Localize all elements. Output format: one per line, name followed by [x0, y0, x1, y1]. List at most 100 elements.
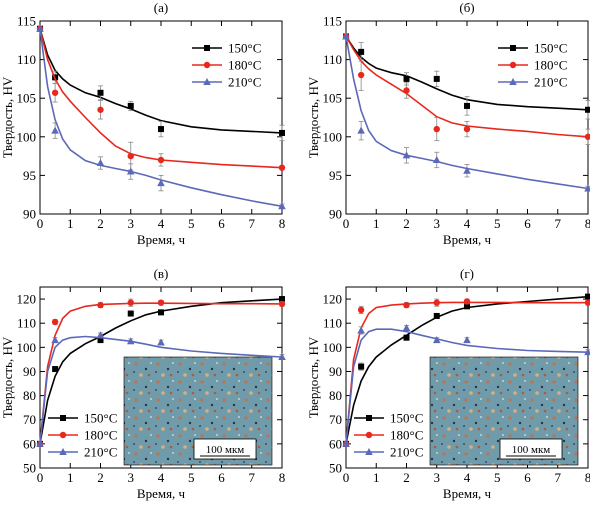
data-point — [96, 331, 105, 339]
y-tick-label: 90 — [329, 207, 342, 222]
x-tick-label: 4 — [464, 470, 471, 485]
y-tick-label: 70 — [329, 412, 342, 427]
y-tick-label: 110 — [17, 52, 36, 67]
x-tick-label: 0 — [37, 216, 44, 231]
data-point — [403, 87, 410, 94]
legend-label: 150°C — [390, 411, 423, 426]
data-point — [127, 299, 134, 306]
y-tick-label: 110 — [323, 316, 342, 331]
x-axis-label: Время, ч — [137, 486, 186, 501]
data-point — [403, 75, 410, 82]
x-tick-label: 2 — [97, 470, 104, 485]
x-tick-label: 6 — [218, 470, 225, 485]
legend-entry: 150°C — [192, 41, 261, 56]
x-tick-label: 8 — [279, 470, 286, 485]
data-point — [510, 45, 516, 51]
y-tick-label: 100 — [17, 340, 37, 355]
data-point — [126, 167, 135, 175]
data-point — [51, 126, 59, 134]
chart-panel-2: 0 1 2 3 4 5 6 7 8 90 95 100 105 110 115 (б) Время, ч Твер… — [306, 0, 590, 247]
series-fit-line — [345, 36, 589, 190]
y-tick-label: 100 — [323, 340, 343, 355]
data-point — [36, 439, 44, 447]
data-point — [97, 89, 104, 96]
data-point — [463, 125, 471, 133]
x-tick-label: 0 — [343, 470, 350, 485]
chart-panel-3: 0 1 2 3 4 5 6 7 8 50 60 70 80 90 100 110 120 (в) Время, ч Т… — [0, 266, 286, 501]
data-point — [157, 299, 165, 306]
y-tick-label: 105 — [323, 91, 343, 106]
data-point — [584, 348, 590, 356]
data-point — [432, 155, 441, 163]
data-point — [365, 431, 373, 439]
data-point — [509, 61, 517, 69]
x-tick-label: 6 — [524, 470, 531, 485]
y-tick-label: 70 — [23, 412, 36, 427]
panel-label: (г) — [460, 266, 474, 281]
data-point — [36, 24, 44, 32]
x-tick-label: 1 — [373, 470, 380, 485]
series-fit-line — [39, 28, 283, 208]
data-point — [463, 166, 471, 174]
data-point — [433, 299, 440, 306]
data-point — [509, 78, 517, 85]
series-fit-line — [345, 301, 588, 444]
data-point — [585, 106, 590, 113]
data-point — [584, 184, 590, 192]
data-point — [365, 448, 373, 455]
data-point — [464, 102, 470, 109]
data-point — [358, 48, 365, 55]
series-fit-line — [39, 28, 283, 169]
series-fit-line — [39, 335, 283, 444]
data-point — [584, 299, 590, 306]
x-tick-label: 5 — [494, 470, 501, 485]
data-point — [366, 415, 372, 421]
scale-bar-label: 100 мкм — [512, 444, 551, 456]
data-point — [342, 439, 350, 447]
x-tick-label: 7 — [555, 216, 562, 231]
series-fit-line — [345, 35, 589, 111]
data-point — [127, 102, 134, 109]
legend-label: 210°C — [84, 445, 117, 460]
data-point — [433, 312, 440, 319]
y-tick-label: 110 — [17, 316, 36, 331]
legend-entry: 150°C — [48, 411, 117, 426]
series-fit-line — [345, 328, 589, 444]
data-point — [358, 363, 365, 370]
y-tick-label: 60 — [329, 436, 342, 451]
x-tick-label: 7 — [249, 470, 256, 485]
legend-entry: 180°C — [354, 428, 423, 443]
panel-label: (а) — [154, 0, 168, 15]
legend-label: 210°C — [390, 445, 423, 460]
x-tick-label: 5 — [188, 216, 195, 231]
data-point — [464, 303, 470, 310]
data-point — [357, 306, 365, 314]
x-tick-label: 4 — [158, 470, 165, 485]
y-tick-label: 50 — [23, 461, 36, 476]
data-point — [127, 152, 134, 160]
x-axis-label: Время, ч — [137, 232, 186, 247]
data-point — [357, 326, 365, 334]
legend-label: 150°C — [84, 411, 117, 426]
data-point — [157, 179, 165, 187]
x-tick-label: 6 — [524, 216, 531, 231]
data-point — [433, 75, 440, 82]
y-tick-label: 110 — [323, 52, 342, 67]
data-point — [60, 415, 66, 421]
data-point — [278, 164, 286, 171]
x-tick-label: 7 — [555, 470, 562, 485]
chart-panel-1: 0 1 2 3 4 5 6 7 8 90 95 100 105 110 115 (а) Время, ч Твер… — [0, 0, 286, 247]
y-axis-label: Твердость, HV — [0, 336, 15, 418]
y-tick-label: 95 — [23, 168, 36, 183]
legend-label: 210°C — [534, 75, 567, 90]
series-fit-line — [345, 36, 589, 138]
scale-bar-label: 100 мкм — [206, 444, 245, 456]
legend-entry: 210°C — [354, 445, 423, 460]
data-point — [463, 298, 471, 305]
data-point — [357, 71, 365, 79]
y-tick-label: 90 — [23, 207, 36, 222]
data-point — [52, 366, 59, 373]
legend-label: 180°C — [390, 428, 423, 443]
x-tick-label: 2 — [97, 216, 104, 231]
